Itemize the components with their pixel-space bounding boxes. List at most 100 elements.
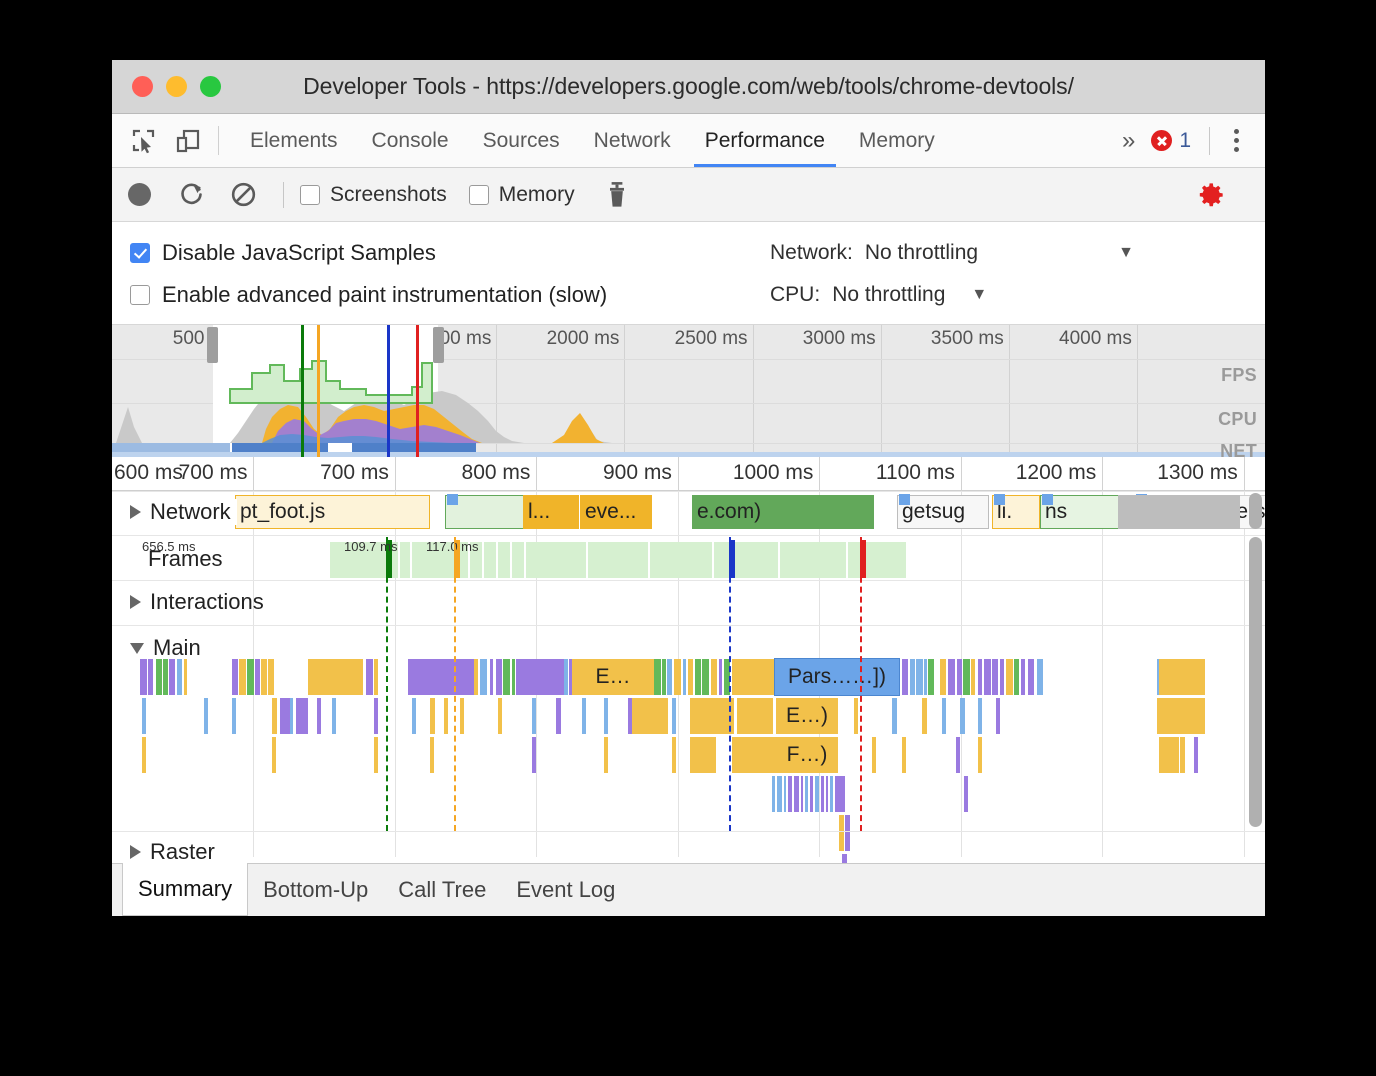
screenshots-checkbox[interactable]: Screenshots	[300, 183, 447, 207]
flame-slice[interactable]	[1182, 737, 1185, 773]
flame-slice[interactable]	[784, 776, 786, 812]
gear-icon[interactable]	[1197, 181, 1225, 209]
flame-slice[interactable]	[247, 659, 254, 695]
frame-8[interactable]	[526, 542, 586, 578]
flame-slice[interactable]	[695, 659, 701, 695]
flame-slice[interactable]	[788, 776, 792, 812]
flame-slice[interactable]	[978, 659, 982, 695]
flame-slice[interactable]	[480, 659, 487, 695]
timeline-ruler[interactable]: 700 ms 700 ms 800 ms 900 ms 1000 ms 1100 ms 12…	[112, 457, 1265, 491]
flame-slice[interactable]	[472, 659, 478, 695]
clear-recording-icon[interactable]	[229, 181, 257, 209]
flame-slice[interactable]	[719, 659, 722, 695]
network-request-7[interactable]: ns	[1040, 495, 1126, 529]
flame-slice[interactable]	[374, 659, 378, 695]
flame-slice[interactable]	[711, 659, 717, 695]
flame-slice[interactable]	[1037, 659, 1043, 695]
flame-slice[interactable]	[978, 737, 982, 773]
flame-slice[interactable]	[1028, 659, 1034, 695]
tab-performance[interactable]: Performance	[688, 114, 842, 167]
network-request-5[interactable]: getsug	[897, 495, 989, 529]
flame-slice[interactable]	[604, 698, 608, 734]
flame-slice[interactable]	[910, 659, 915, 695]
flame-slice[interactable]	[374, 737, 378, 773]
chevron-down-icon-cpu[interactable]: ▼	[971, 286, 988, 303]
flame-slice[interactable]	[142, 698, 146, 734]
tab-event-log[interactable]: Event Log	[516, 877, 616, 902]
network-request-0[interactable]: pt_foot.js	[235, 495, 430, 529]
flame-slice[interactable]	[408, 659, 474, 695]
flame-slice[interactable]	[280, 698, 290, 734]
flame-slice[interactable]	[928, 659, 934, 695]
flame-slice[interactable]	[732, 659, 774, 695]
flame-slice[interactable]	[532, 737, 536, 773]
zoom-window-button[interactable]	[200, 76, 221, 97]
flame-slice[interactable]	[412, 698, 416, 734]
flame-slice[interactable]	[156, 659, 162, 695]
flame-slice[interactable]	[308, 659, 360, 695]
flame-slice[interactable]	[996, 698, 1000, 734]
flame-slice[interactable]	[845, 815, 850, 851]
flame-slice[interactable]	[810, 776, 813, 812]
flame-slice[interactable]	[140, 659, 147, 695]
flame-slice[interactable]	[702, 659, 709, 695]
flame-slice[interactable]	[1014, 659, 1019, 695]
flame-slice[interactable]	[317, 698, 321, 734]
flame-slice[interactable]	[374, 698, 378, 734]
flame-slice[interactable]	[430, 698, 435, 734]
flame-slice[interactable]	[667, 659, 672, 695]
flame-slice[interactable]	[805, 776, 808, 812]
frame-4[interactable]	[470, 542, 482, 578]
flame-slice[interactable]	[956, 737, 960, 773]
flame-event-F[interactable]: F…)	[776, 737, 838, 773]
chevron-down-icon[interactable]: ▼	[1118, 244, 1134, 261]
tab-memory[interactable]: Memory	[858, 128, 935, 152]
main-flame-chart[interactable]: E… Pars……]) E…) F…)	[112, 658, 1265, 863]
frame-1[interactable]	[390, 542, 398, 578]
flame-slice[interactable]	[272, 698, 277, 734]
flame-slice[interactable]	[1159, 659, 1205, 695]
minimize-window-button[interactable]	[166, 76, 187, 97]
flame-slice[interactable]	[232, 698, 236, 734]
flame-slice[interactable]	[674, 659, 681, 695]
flame-slice[interactable]	[683, 659, 686, 695]
frame-10[interactable]	[650, 542, 712, 578]
flame-slice[interactable]	[204, 698, 208, 734]
flame-slice[interactable]	[724, 659, 730, 695]
network-request-3[interactable]: eve...	[580, 495, 652, 529]
device-toolbar-icon[interactable]	[172, 125, 204, 157]
flame-slice[interactable]	[296, 698, 308, 734]
advanced-paint-box[interactable]	[130, 285, 150, 305]
flame-slice[interactable]	[503, 659, 510, 695]
tab-network[interactable]: Network	[593, 128, 671, 152]
flame-slice[interactable]	[971, 659, 975, 695]
flame-slice[interactable]	[902, 737, 906, 773]
flame-slice[interactable]	[840, 776, 845, 812]
more-tabs-icon[interactable]: »	[1121, 126, 1136, 154]
flame-slice[interactable]	[632, 698, 668, 734]
flame-slice[interactable]	[957, 659, 962, 695]
screenshots-checkbox-box[interactable]	[300, 184, 320, 205]
flame-scrollbar[interactable]	[1249, 537, 1262, 827]
overview-resize-handle-right[interactable]	[432, 327, 444, 363]
reload-and-record-icon[interactable]	[177, 181, 205, 209]
overview-resize-handle-left[interactable]	[206, 327, 218, 363]
frame-0[interactable]	[330, 542, 388, 578]
disable-js-samples-checkbox[interactable]: Disable JavaScript Samples	[130, 240, 770, 266]
flame-slice[interactable]	[261, 659, 267, 695]
flame-slice[interactable]	[569, 659, 573, 695]
network-scrollbar[interactable]	[1249, 493, 1262, 529]
flame-slice[interactable]	[942, 698, 946, 734]
flame-slice[interactable]	[732, 737, 776, 773]
error-badge[interactable]: 1	[1145, 129, 1197, 153]
flame-slice[interactable]	[992, 659, 998, 695]
track-header-raster[interactable]: Raster	[130, 839, 215, 863]
flame-slice[interactable]	[690, 737, 716, 773]
flame-slice[interactable]	[169, 659, 175, 695]
track-header-main[interactable]: Main	[130, 635, 201, 661]
flame-slice[interactable]	[940, 659, 946, 695]
flame-slice[interactable]	[148, 659, 153, 695]
flame-slice[interactable]	[922, 698, 927, 734]
flame-slice[interactable]	[964, 776, 968, 812]
